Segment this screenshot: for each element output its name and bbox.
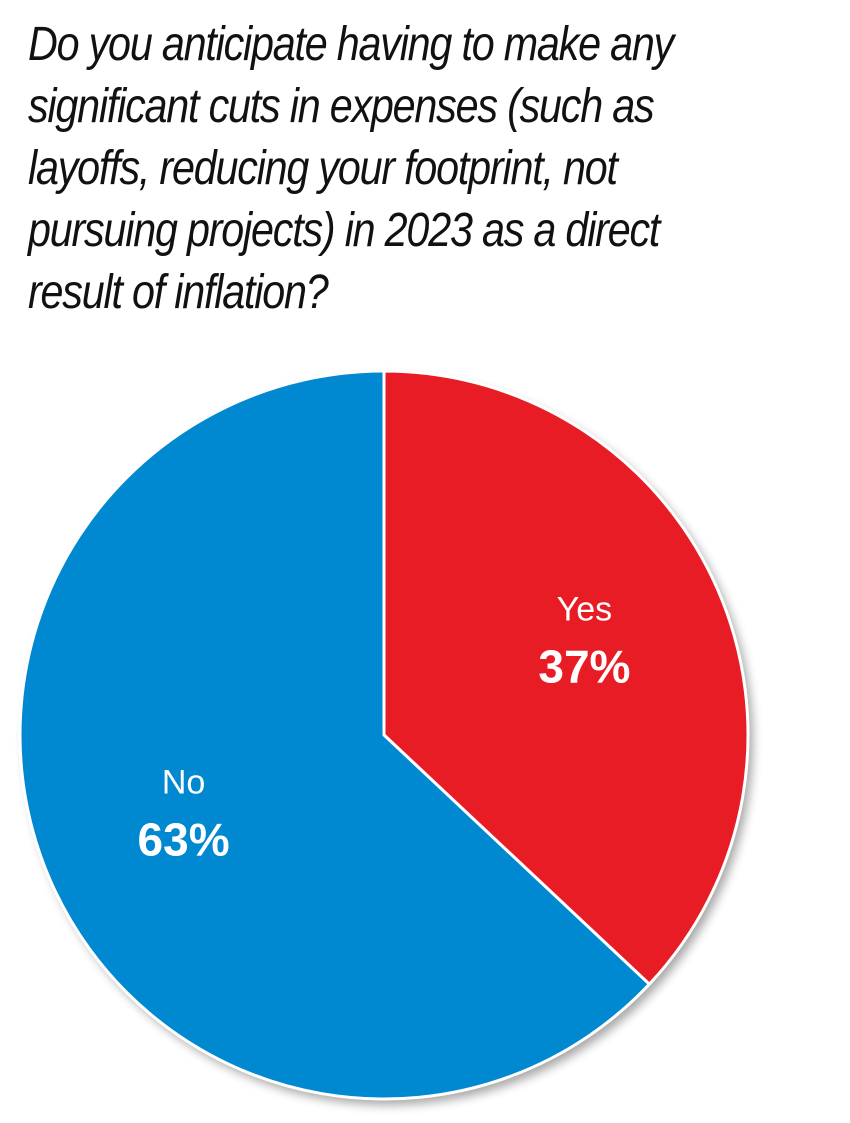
chart-title-line: Do you anticipate having to make any: [28, 18, 674, 71]
pie-slices: [18, 369, 750, 1101]
pie-slice-no: [18, 369, 651, 1101]
slice-value-yes: 37%: [538, 640, 630, 692]
slice-value-no: 63%: [138, 814, 230, 866]
chart-title-line: pursuing projects) in 2023 as a direct: [28, 204, 660, 257]
slice-label-yes: Yes: [557, 590, 612, 628]
chart-title-line: result of inflation?: [28, 266, 329, 319]
pie-slice-yes: [382, 369, 750, 986]
slice-label-no: No: [162, 764, 205, 802]
chart-title: Do you anticipate having to make any sig…: [28, 14, 716, 324]
chart-title-line: layoffs, reducing your footprint, not: [28, 142, 618, 195]
chart-title-line: significant cuts in expenses (such as: [28, 80, 655, 133]
pie-labels: Yes 37% No 63%: [138, 590, 631, 865]
